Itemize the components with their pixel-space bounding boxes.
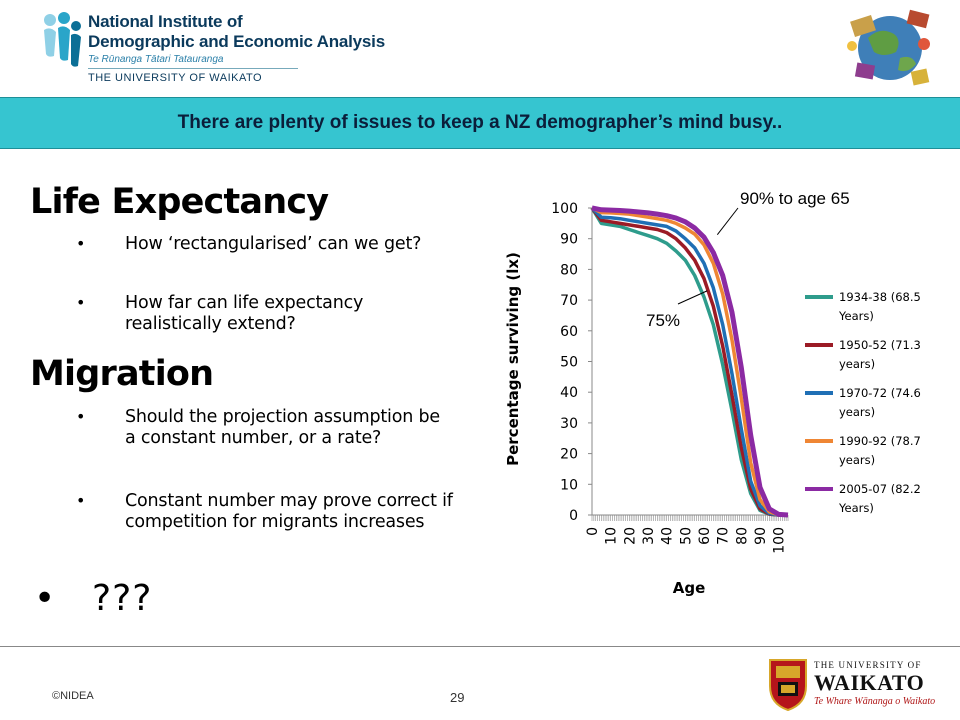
nidea-logo: National Institute of Demographic and Ec…	[40, 8, 385, 88]
x-tick-label: 100	[772, 527, 788, 554]
globe-collage-icon	[847, 9, 930, 86]
page-number: 29	[450, 690, 465, 705]
y-tick-label: 100	[551, 201, 578, 217]
migration-heading: Migration	[30, 354, 214, 394]
legend-label: 1970-72 (74.6 years)	[839, 386, 921, 419]
y-tick-label: 10	[560, 477, 578, 493]
y-tick-label: 50	[560, 355, 578, 371]
bullet-text: Should the projection assumption be a co…	[125, 407, 440, 448]
bullet-icon: •	[76, 293, 86, 312]
waikato-line3: Te Whare Wānanga o Waikato	[814, 696, 936, 707]
chart-lines	[590, 205, 789, 518]
question-text: ???	[92, 578, 153, 619]
y-tick-label: 30	[560, 416, 578, 432]
bullet-icon: •	[76, 491, 86, 510]
y-axis-title: Percentage surviving (lx)	[504, 252, 522, 466]
footer-divider	[0, 646, 960, 647]
nidea-maori-name: Te Rūnanga Tātari Tatauranga	[88, 54, 224, 65]
bullet-icon: •	[76, 234, 86, 253]
annotation-pointer	[716, 207, 739, 236]
y-tick-label: 0	[569, 508, 578, 524]
legend-label: 2005-07 (82.2 Years)	[838, 482, 921, 515]
y-tick-label: 70	[560, 293, 578, 309]
y-tick-label: 60	[560, 324, 578, 340]
bullet-text: How ‘rectangularised’ can we get?	[125, 234, 422, 254]
bullet-icon: •	[76, 407, 86, 426]
x-axis-title: Age	[673, 579, 706, 597]
nidea-figures-icon	[44, 12, 81, 67]
x-tick-label: 30	[641, 527, 657, 545]
y-tick-label: 40	[560, 385, 578, 401]
annotation-label: 90% to age 65	[740, 189, 850, 208]
nidea-name-line2: Demographic and Economic Analysis	[88, 32, 385, 51]
bullet-text: How far can life expectancy realisticall…	[125, 293, 364, 334]
x-tick-label: 20	[622, 527, 638, 545]
annotation-pointer	[677, 290, 708, 305]
title-band: There are plenty of issues to keep a NZ …	[0, 97, 960, 149]
bullet-text: Constant number may prove correct if com…	[125, 491, 453, 532]
waikato-line1: THE UNIVERSITY OF	[814, 660, 922, 670]
life-expectancy-heading: Life Expectancy	[30, 182, 329, 222]
x-tick-label: 10	[604, 527, 620, 545]
y-tick-label: 20	[560, 447, 578, 463]
annotation-label: 75%	[646, 311, 680, 330]
y-tick-label: 80	[560, 262, 578, 278]
chart-annotations: 90% to age 65 75%	[646, 189, 850, 330]
x-tick-label: 60	[697, 527, 713, 545]
x-tick-label: 0	[585, 527, 601, 536]
series-line	[590, 206, 788, 517]
footer-copyright: ©NIDEA	[52, 690, 94, 702]
x-tick-label: 90	[753, 527, 769, 545]
waikato-logo: THE UNIVERSITY OF WAIKATO Te Whare Wānan…	[768, 656, 940, 714]
logo-divider	[88, 68, 298, 69]
legend-label: 1934-38 (68.5 Years)	[838, 290, 921, 323]
x-tick-label: 50	[678, 527, 694, 545]
series-line	[591, 205, 789, 518]
x-tick-label: 70	[716, 527, 732, 545]
chart-legend: 1934-38 (68.5 Years) 1950-52 (71.3 years) 19…	[805, 290, 921, 515]
y-tick-label: 90	[560, 232, 578, 248]
x-tick-label: 40	[660, 527, 676, 545]
slide-title: There are plenty of issues to keep a NZ …	[177, 112, 783, 133]
x-tick-label: 80	[734, 527, 750, 545]
series-line	[590, 206, 788, 517]
legend-label: 1950-52 (71.3 years)	[839, 338, 921, 371]
university-crest-icon	[769, 659, 807, 712]
nidea-name-line1: National Institute of	[88, 12, 243, 31]
bullet-icon: •	[34, 578, 56, 619]
waikato-line2: WAIKATO	[814, 670, 925, 695]
legend-label: 1990-92 (78.7 years)	[839, 434, 921, 467]
series-line	[591, 206, 788, 517]
nidea-university-name: THE UNIVERSITY OF WAIKATO	[88, 72, 263, 84]
